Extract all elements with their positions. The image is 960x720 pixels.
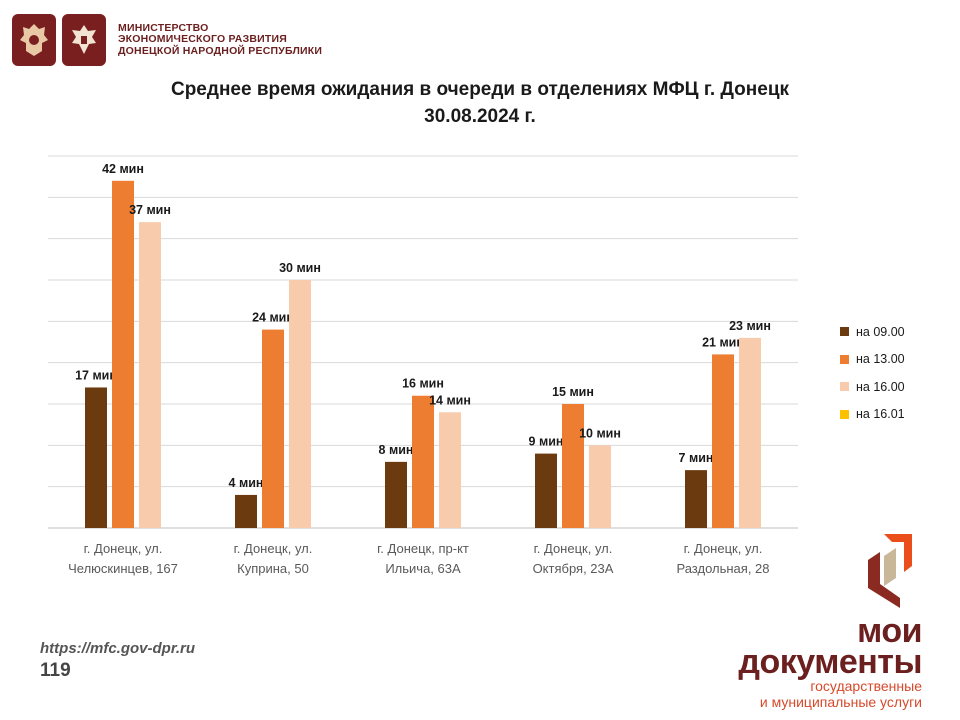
russia-coat-of-arms-icon [12, 14, 56, 66]
ministry-line-2: ЭКОНОМИЧЕСКОГО РАЗВИТИЯ [118, 33, 288, 46]
bar [739, 337, 761, 528]
data-label: 37 мин [129, 203, 171, 217]
bar [85, 387, 107, 528]
bar [562, 404, 584, 528]
legend-item: на 16.00 [840, 373, 905, 401]
bar [412, 395, 434, 528]
data-label: 10 мин [579, 426, 621, 440]
category-label: г. Донецк, ул. [534, 541, 613, 556]
brand-name-line1: мои [857, 612, 922, 650]
data-label: 8 мин [379, 443, 414, 457]
legend-item: на 16.01 [840, 401, 905, 429]
data-label: 30 мин [279, 261, 321, 275]
legend-item: на 13.00 [840, 346, 905, 374]
chart-legend: на 09.00 на 13.00 на 16.00 на 16.01 [840, 318, 905, 428]
chart-title-block: Среднее время ожидания в очереди в отдел… [0, 76, 960, 130]
brand-subtitle-line2: и муниципальные услуги [759, 694, 922, 710]
page-number: 119 [40, 660, 71, 681]
data-label: 42 мин [102, 162, 144, 176]
legend-swatch [840, 382, 849, 392]
legend-swatch [840, 409, 849, 419]
brand-name-line2: документы [738, 643, 922, 681]
legend-label: на 13.00 [856, 352, 905, 367]
category-label: Ильича, 63А [385, 561, 461, 576]
data-label: 21 мин [702, 335, 744, 349]
category-label: г. Донецк, пр-кт [377, 541, 469, 556]
bar [235, 494, 257, 528]
legend-swatch [840, 354, 849, 364]
bar [439, 412, 461, 528]
bar [139, 222, 161, 528]
data-label: 14 мин [429, 393, 471, 407]
bar [112, 180, 134, 529]
data-label: 7 мин [679, 451, 714, 465]
chart-subtitle: 30.08.2024 г. [424, 106, 536, 127]
legend-swatch [840, 327, 849, 337]
data-label: 16 мин [402, 377, 444, 391]
brand-block: мои документы государственные и муниципа… [738, 532, 922, 710]
category-label: Октября, 23А [533, 561, 614, 576]
bar [589, 445, 611, 528]
category-label: г. Донецк, ул. [234, 541, 313, 556]
chart-title: Среднее время ожидания в очереди в отдел… [170, 79, 790, 100]
footer-url[interactable]: https://mfc.gov-dpr.ru [40, 640, 195, 657]
bar [262, 329, 284, 528]
category-label: г. Донецк, ул. [84, 541, 163, 556]
ministry-name: МИНИСТЕРСТВО ЭКОНОМИЧЕСКОГО РАЗВИТИЯ ДОН… [118, 21, 323, 58]
legend-item: на 09.00 [840, 318, 905, 346]
data-label: 15 мин [552, 385, 594, 399]
brand-subtitle-line1: государственные [810, 678, 922, 694]
data-label: 9 мин [529, 435, 564, 449]
category-label: Раздольная, 28 [676, 561, 769, 576]
bar [385, 461, 407, 528]
bar [712, 354, 734, 528]
data-label: 23 мин [729, 319, 771, 333]
moi-dokumenty-logo-icon [866, 532, 922, 608]
category-label: Куприна, 50 [237, 561, 309, 576]
bar [535, 453, 557, 528]
ministry-line-1: МИНИСТЕРСТВО [118, 21, 209, 34]
bar [685, 470, 707, 528]
ministry-line-3: ДОНЕЦКОЙ НАРОДНОЙ РЕСПУБЛИКИ [118, 44, 323, 57]
dpr-coat-of-arms-icon [62, 14, 106, 66]
legend-label: на 09.00 [856, 324, 905, 339]
bar [289, 280, 311, 528]
legend-label: на 16.01 [856, 407, 905, 422]
data-label: 17 мин [75, 368, 117, 382]
category-label: Челюскинцев, 167 [68, 561, 178, 576]
data-label: 4 мин [229, 476, 264, 490]
category-label: г. Донецк, ул. [684, 541, 763, 556]
ministry-header: МИНИСТЕРСТВО ЭКОНОМИЧЕСКОГО РАЗВИТИЯ ДОН… [12, 14, 322, 66]
data-label: 24 мин [252, 311, 294, 325]
legend-label: на 16.00 [856, 379, 905, 394]
